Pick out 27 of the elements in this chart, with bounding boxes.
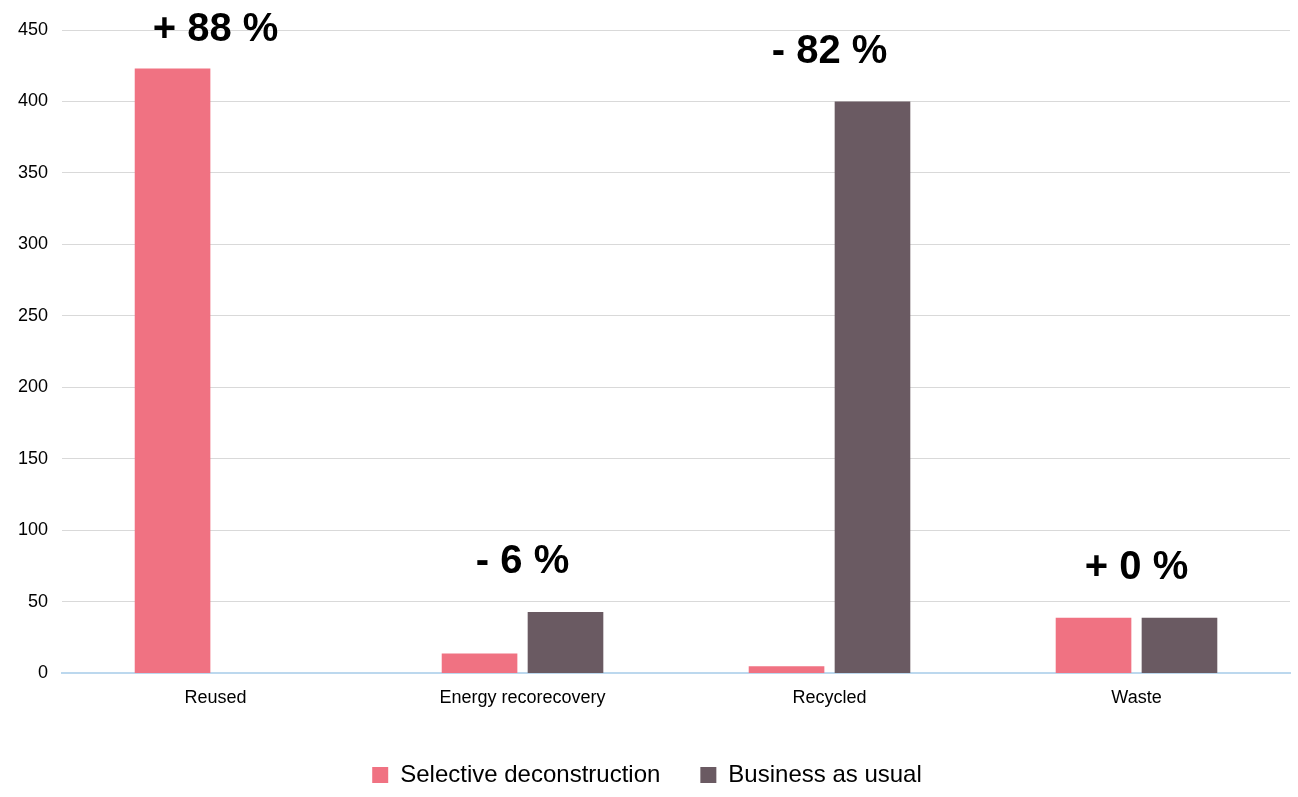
y-tick-label: 0	[38, 662, 49, 683]
annotation: - 6 %	[475, 536, 570, 581]
annotation: + 0 %	[1084, 542, 1189, 587]
bar	[134, 68, 211, 673]
x-tick-label: Waste	[1111, 687, 1162, 708]
bar	[834, 101, 911, 673]
legend-label: Selective deconstruction	[400, 759, 661, 787]
y-tick-label: 100	[17, 519, 49, 540]
y-tick-label: 400	[17, 90, 49, 111]
annotation: - 82 %	[771, 26, 888, 71]
x-tick-label: Recycled	[792, 687, 867, 708]
legend-label: Business as usual	[728, 759, 922, 787]
x-tick-label: Reused	[184, 687, 247, 708]
y-tick-label: 150	[17, 447, 49, 468]
bar	[527, 611, 604, 673]
y-tick-label: 50	[28, 590, 49, 611]
y-tick-label: 300	[17, 233, 49, 254]
y-tick-label: 350	[17, 161, 49, 182]
bar	[1055, 617, 1132, 673]
x-tick-label: Energy recorecovery	[439, 687, 606, 708]
bar	[748, 666, 825, 673]
y-tick-label: 450	[17, 18, 49, 39]
bar	[1141, 617, 1218, 673]
y-tick-label: 200	[17, 376, 49, 397]
bar	[441, 653, 518, 673]
y-tick-label: 250	[17, 304, 49, 325]
annotation: + 88 %	[152, 5, 279, 50]
